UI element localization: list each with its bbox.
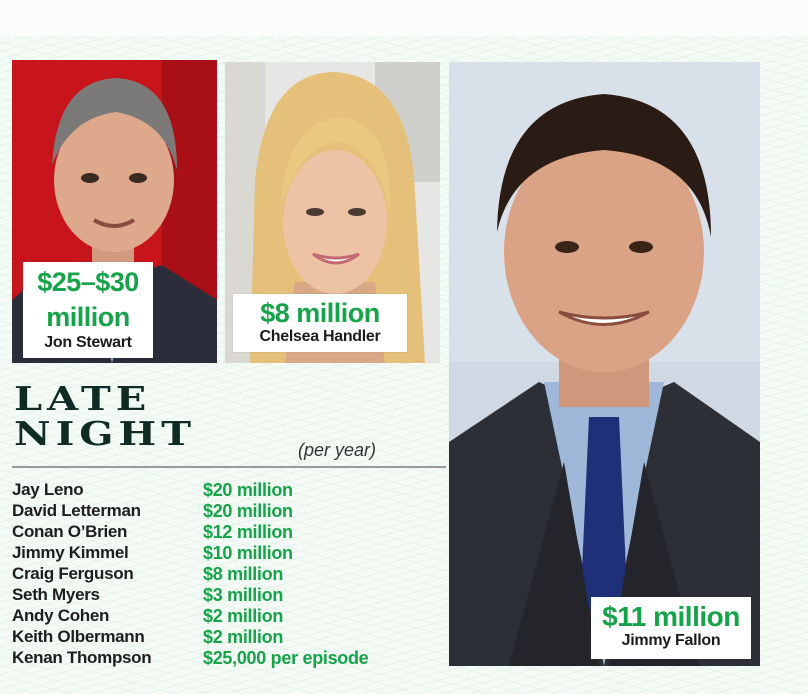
chelsea-handler-amount: $8 million	[260, 298, 380, 328]
list-item: Kenan Thompson $25,000 per episode	[12, 648, 452, 669]
host-name: Seth Myers	[12, 585, 100, 604]
host-salary: $8 million	[203, 564, 284, 584]
jimmy-fallon-salary-tag: $11 million Jimmy Fallon	[591, 597, 751, 659]
jimmy-fallon-name: Jimmy Fallon	[621, 632, 721, 649]
headline-night: NIGHT	[14, 414, 196, 454]
jon-stewart-amount-line1: $25–$30	[37, 267, 139, 297]
host-name: Andy Cohen	[12, 606, 110, 625]
headline-late: LATE	[14, 379, 152, 419]
headline-subhead: (per year)	[298, 440, 377, 460]
jon-stewart-amount-line2: million	[46, 302, 130, 332]
chelsea-handler-salary-tag: $8 million Chelsea Handler	[233, 294, 407, 352]
host-name: Keith Olbermann	[12, 627, 145, 646]
list-item: Seth Myers $3 million	[12, 585, 452, 606]
list-item: Craig Ferguson $8 million	[12, 564, 452, 585]
list-item: David Letterman $20 million	[12, 501, 452, 522]
jimmy-fallon-amount: $11 million	[602, 601, 740, 632]
jimmy-fallon-photo	[449, 62, 760, 666]
top-band	[0, 0, 808, 36]
host-name: Kenan Thompson	[12, 648, 152, 667]
list-item: Jay Leno $20 million	[12, 480, 452, 501]
list-item: Andy Cohen $2 million	[12, 606, 452, 627]
host-salary: $3 million	[203, 585, 284, 605]
host-salary: $2 million	[203, 606, 284, 626]
host-salary: $10 million	[203, 543, 293, 563]
chelsea-handler-name: Chelsea Handler	[259, 328, 381, 345]
host-salary: $20 million	[203, 501, 293, 521]
list-item: Jimmy Kimmel $10 million	[12, 543, 452, 564]
salary-list: Jay Leno $20 million David Letterman $20…	[12, 480, 452, 669]
host-name: Conan O’Brien	[12, 522, 128, 541]
host-name: Craig Ferguson	[12, 564, 134, 583]
list-item: Conan O’Brien $12 million	[12, 522, 452, 543]
divider-rule	[12, 466, 446, 468]
host-salary: $2 million	[203, 627, 284, 647]
jon-stewart-salary-tag: $25–$30 million Jon Stewart	[23, 262, 153, 358]
host-name: Jimmy Kimmel	[12, 543, 129, 562]
list-item: Keith Olbermann $2 million	[12, 627, 452, 648]
host-salary: $20 million	[203, 480, 293, 500]
host-name: Jay Leno	[12, 480, 84, 499]
host-salary: $12 million	[203, 522, 293, 542]
jon-stewart-name: Jon Stewart	[44, 334, 132, 351]
host-salary: $25,000 per episode	[203, 648, 369, 668]
host-name: David Letterman	[12, 501, 141, 520]
